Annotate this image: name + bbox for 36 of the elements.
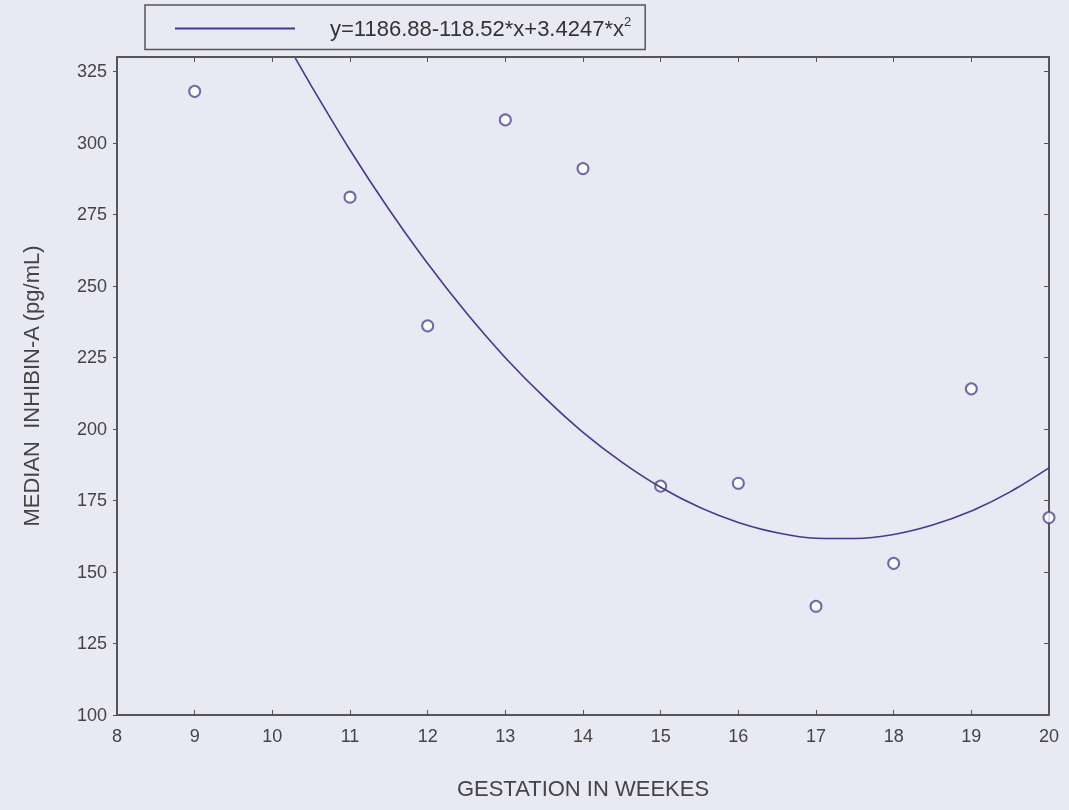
point	[887, 556, 901, 570]
point	[188, 84, 202, 98]
y-tick-label: 150	[76, 561, 107, 582]
y-tick-label: 325	[76, 61, 107, 82]
x-tick-label: 19	[961, 726, 982, 746]
x-tick-label: 15	[650, 726, 671, 746]
x-tick-label: 17	[805, 726, 827, 746]
y-tick-label: 100	[76, 705, 107, 725]
x-tick-label: 18	[883, 726, 904, 746]
y-tick-label: 300	[76, 132, 107, 153]
y-tick-label: 250	[76, 275, 107, 296]
y-tick-label: 275	[76, 204, 107, 225]
point	[421, 319, 435, 333]
x-tick-label: 14	[572, 726, 594, 746]
line-series	[294, 57, 1050, 540]
x-tick-label: 9	[189, 726, 200, 746]
x-tick-label: 20	[1038, 726, 1060, 746]
point	[731, 476, 745, 490]
x-tick-label: 10	[262, 726, 283, 746]
y-tick-label: 200	[76, 418, 107, 439]
point	[576, 162, 590, 176]
point	[498, 113, 512, 127]
x-tick-label: 12	[417, 726, 438, 746]
point	[343, 190, 357, 204]
y-tick-label: 225	[76, 347, 107, 368]
point	[809, 599, 823, 613]
x-tick-label: 11	[340, 726, 360, 746]
y-tick-label: 175	[76, 490, 107, 511]
y-axis-title: MEDIAN INHIBIN-A (pg/mL)	[18, 245, 44, 527]
x-tick-label: 13	[495, 726, 516, 746]
x-tick-label: 8	[111, 726, 123, 746]
x-tick-label: 16	[728, 726, 749, 746]
point	[1042, 511, 1056, 525]
x-axis-title: GESTATION IN WEEKES	[456, 775, 710, 801]
point	[964, 382, 978, 396]
y-tick-label: 125	[76, 633, 107, 654]
